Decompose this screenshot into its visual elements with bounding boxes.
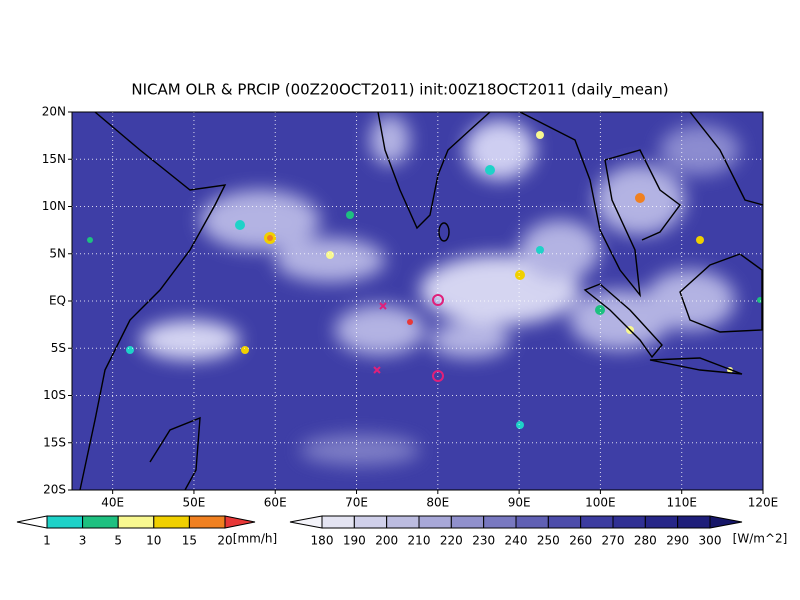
colorbar-box [353,515,388,529]
colorbar-label: 190 [343,534,366,548]
grid [72,112,763,490]
lon-label: 90E [508,496,531,510]
lat-label: 15N [42,152,66,166]
colorbar-box [547,515,582,529]
colorbar-box [644,515,679,529]
lat-label: EQ [49,294,66,308]
colorbar-label: 1 [43,534,51,548]
lon-label: 50E [183,496,206,510]
coastlines [79,112,763,490]
colorbar-high [224,515,256,529]
colorbar-box [580,515,614,529]
lon-label: 60E [264,496,287,510]
colorbar-box [483,515,517,529]
lon-label: 80E [426,496,449,510]
colorbar-label: 230 [472,534,495,548]
colorbar-low [16,515,48,529]
colorbar-label: 15 [182,534,197,548]
colorbar-unit: [mm/h] [233,532,277,546]
colorbar-box [321,515,355,529]
colorbar-label: 290 [666,534,689,548]
lat-label: 10S [43,388,66,402]
colorbar-label: 3 [79,534,87,548]
precip-field [87,131,763,429]
lon-label: 100E [585,496,616,510]
colorbar-label: 280 [634,534,657,548]
map-area [72,112,763,490]
lat-label: 5N [49,246,66,260]
colorbar-box [515,515,549,529]
colorbar-label: 270 [602,534,625,548]
lat-label: 20S [43,483,66,497]
colorbar-label: 180 [311,534,334,548]
colorbar-label: 240 [505,534,528,548]
lon-label: 110E [666,496,697,510]
colorbar-box [46,515,84,529]
cloud-field [140,115,740,465]
colorbar-box [188,515,226,529]
colorbar-box [450,515,485,529]
colorbar-label: 220 [440,534,463,548]
colorbar-box [386,515,420,529]
markers [373,294,444,382]
lon-label: 40E [101,496,124,510]
colorbar-label: 210 [408,534,431,548]
colorbar-box [612,515,646,529]
colorbar-label: 250 [537,534,560,548]
lat-label: 10N [42,199,66,213]
colorbar-box [117,515,155,529]
colorbar-label: 260 [569,534,592,548]
colorbar-box [153,515,190,529]
lat-label: 20N [42,105,66,119]
colorbar-label: 200 [375,534,398,548]
lat-label: 5S [51,341,66,355]
lon-label: 120E [748,496,779,510]
colorbar-unit: [W/m^2] [733,532,788,546]
colorbar-label: 20 [217,534,232,548]
colorbar-label: 300 [699,534,722,548]
colorbar-label: 10 [146,534,161,548]
colorbar-box [677,515,711,529]
colorbar-low [289,515,323,529]
colorbar-label: 5 [114,534,122,548]
lon-label: 70E [345,496,368,510]
lat-label: 15S [43,435,66,449]
colorbar-box [418,515,452,529]
title: NICAM OLR & PRCIP (00Z20OCT2011) init:00… [131,81,668,100]
colorbar-high [709,515,743,529]
colorbar-box [82,515,119,529]
